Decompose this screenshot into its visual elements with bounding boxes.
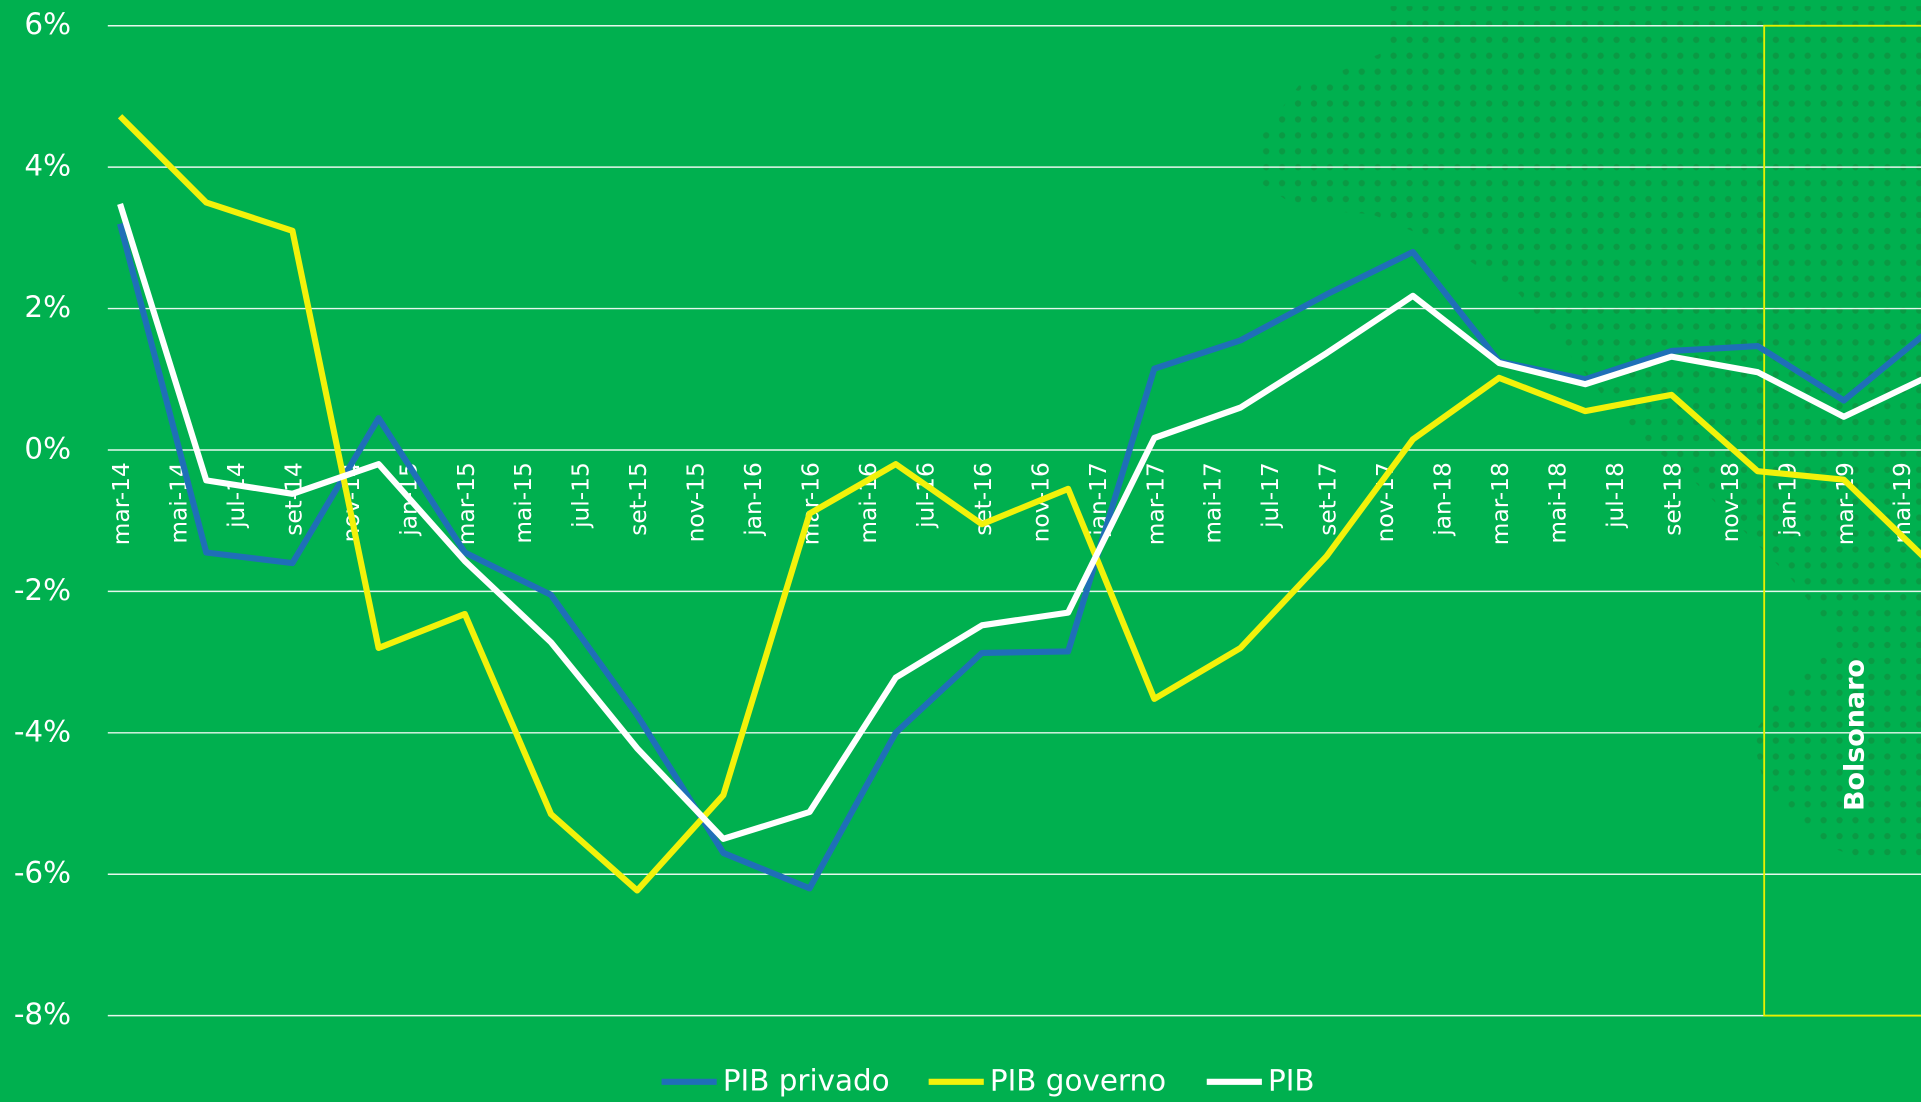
- x-tick-label: set-15: [625, 462, 652, 536]
- x-tick-label: set-14: [280, 462, 307, 536]
- plot: -8% -6% -4% -2% 0% 2% 4% 6% Bolsonaro mar-14 mai…: [14, 6, 1921, 1097]
- x-tick-label: jul-15: [568, 462, 595, 529]
- x-tick-label: mai-15: [510, 462, 537, 543]
- y-tick-label: -8%: [14, 997, 71, 1031]
- x-tick-label: mai-18: [1544, 462, 1571, 543]
- bolsonaro-box: [1763, 24, 1921, 1017]
- x-tick-label: jul-16: [912, 462, 939, 529]
- y-tick-label: -6%: [14, 856, 71, 890]
- y-tick-label: 4%: [24, 149, 71, 183]
- x-tick-label: jan-18: [1430, 462, 1457, 536]
- y-tick-label: -4%: [14, 714, 71, 748]
- y-tick-label: 6%: [24, 7, 71, 41]
- x-tick-label: jul-18: [1602, 462, 1629, 529]
- x-tick-label: nov-18: [1717, 462, 1744, 542]
- x-tick-label: mar-15: [453, 462, 480, 545]
- x-tick-label: jan-16: [740, 462, 767, 536]
- x-tick-label: set-17: [1315, 462, 1342, 536]
- y-tick-label: -2%: [14, 573, 71, 607]
- x-tick-label: mar-19: [1832, 462, 1859, 545]
- x-tick-label: set-18: [1659, 462, 1686, 536]
- y-tick-label: 0%: [24, 431, 71, 465]
- x-tick-label: jul-17: [1257, 462, 1284, 529]
- x-tick-label: jul-14: [223, 462, 250, 529]
- legend-label: PIB privado: [723, 1063, 890, 1097]
- x-tick-label: mar-18: [1487, 462, 1514, 545]
- x-tick-label: mai-17: [1200, 462, 1227, 543]
- y-tick-label: 2%: [24, 290, 71, 324]
- x-tick-label: mar-17: [1142, 462, 1169, 545]
- series-line: [117, 202, 1921, 842]
- x-tick-label: mar-14: [108, 462, 135, 545]
- legend-label: PIB governo: [990, 1063, 1166, 1097]
- series-line: [117, 222, 1921, 892]
- series-line: [117, 114, 1921, 894]
- legend-label: PIB: [1268, 1063, 1315, 1097]
- x-tick-label: nov-15: [683, 462, 710, 542]
- annotation: Bolsonaro: [1840, 659, 1871, 811]
- map-decoration: [1261, 6, 1921, 864]
